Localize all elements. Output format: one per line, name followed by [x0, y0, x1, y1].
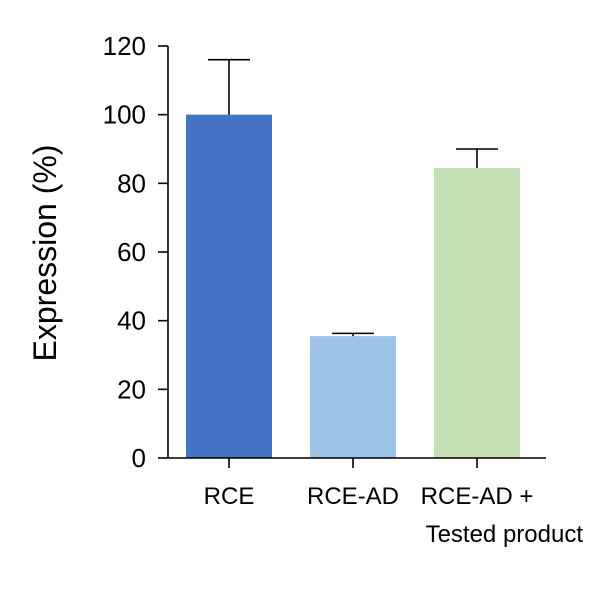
y-tick-label: 100 [103, 100, 146, 130]
y-tick-label: 20 [117, 374, 146, 404]
x-category-label: RCE [204, 483, 255, 510]
y-tick-label: 40 [117, 306, 146, 336]
x-axis-labels: RCE RCE-AD RCE-AD + Tested product [204, 483, 584, 548]
bar [434, 167, 520, 458]
x-category-label: RCE-AD + [421, 483, 534, 510]
bar [186, 114, 272, 459]
bar [310, 336, 396, 458]
y-tick-label: 120 [103, 31, 146, 61]
x-axis-ticks [228, 458, 478, 468]
y-axis-ticks: 0 20 40 60 80 100 120 [103, 31, 168, 473]
y-axis-title: Expression (%) [27, 145, 63, 362]
error-bars [208, 58, 498, 337]
x-category-label: Tested product [426, 521, 584, 548]
y-tick-label: 60 [117, 237, 146, 267]
x-category-label: RCE-AD [307, 483, 399, 510]
y-tick-label: 80 [117, 168, 146, 198]
y-tick-label: 0 [132, 443, 146, 473]
bars [186, 114, 520, 459]
